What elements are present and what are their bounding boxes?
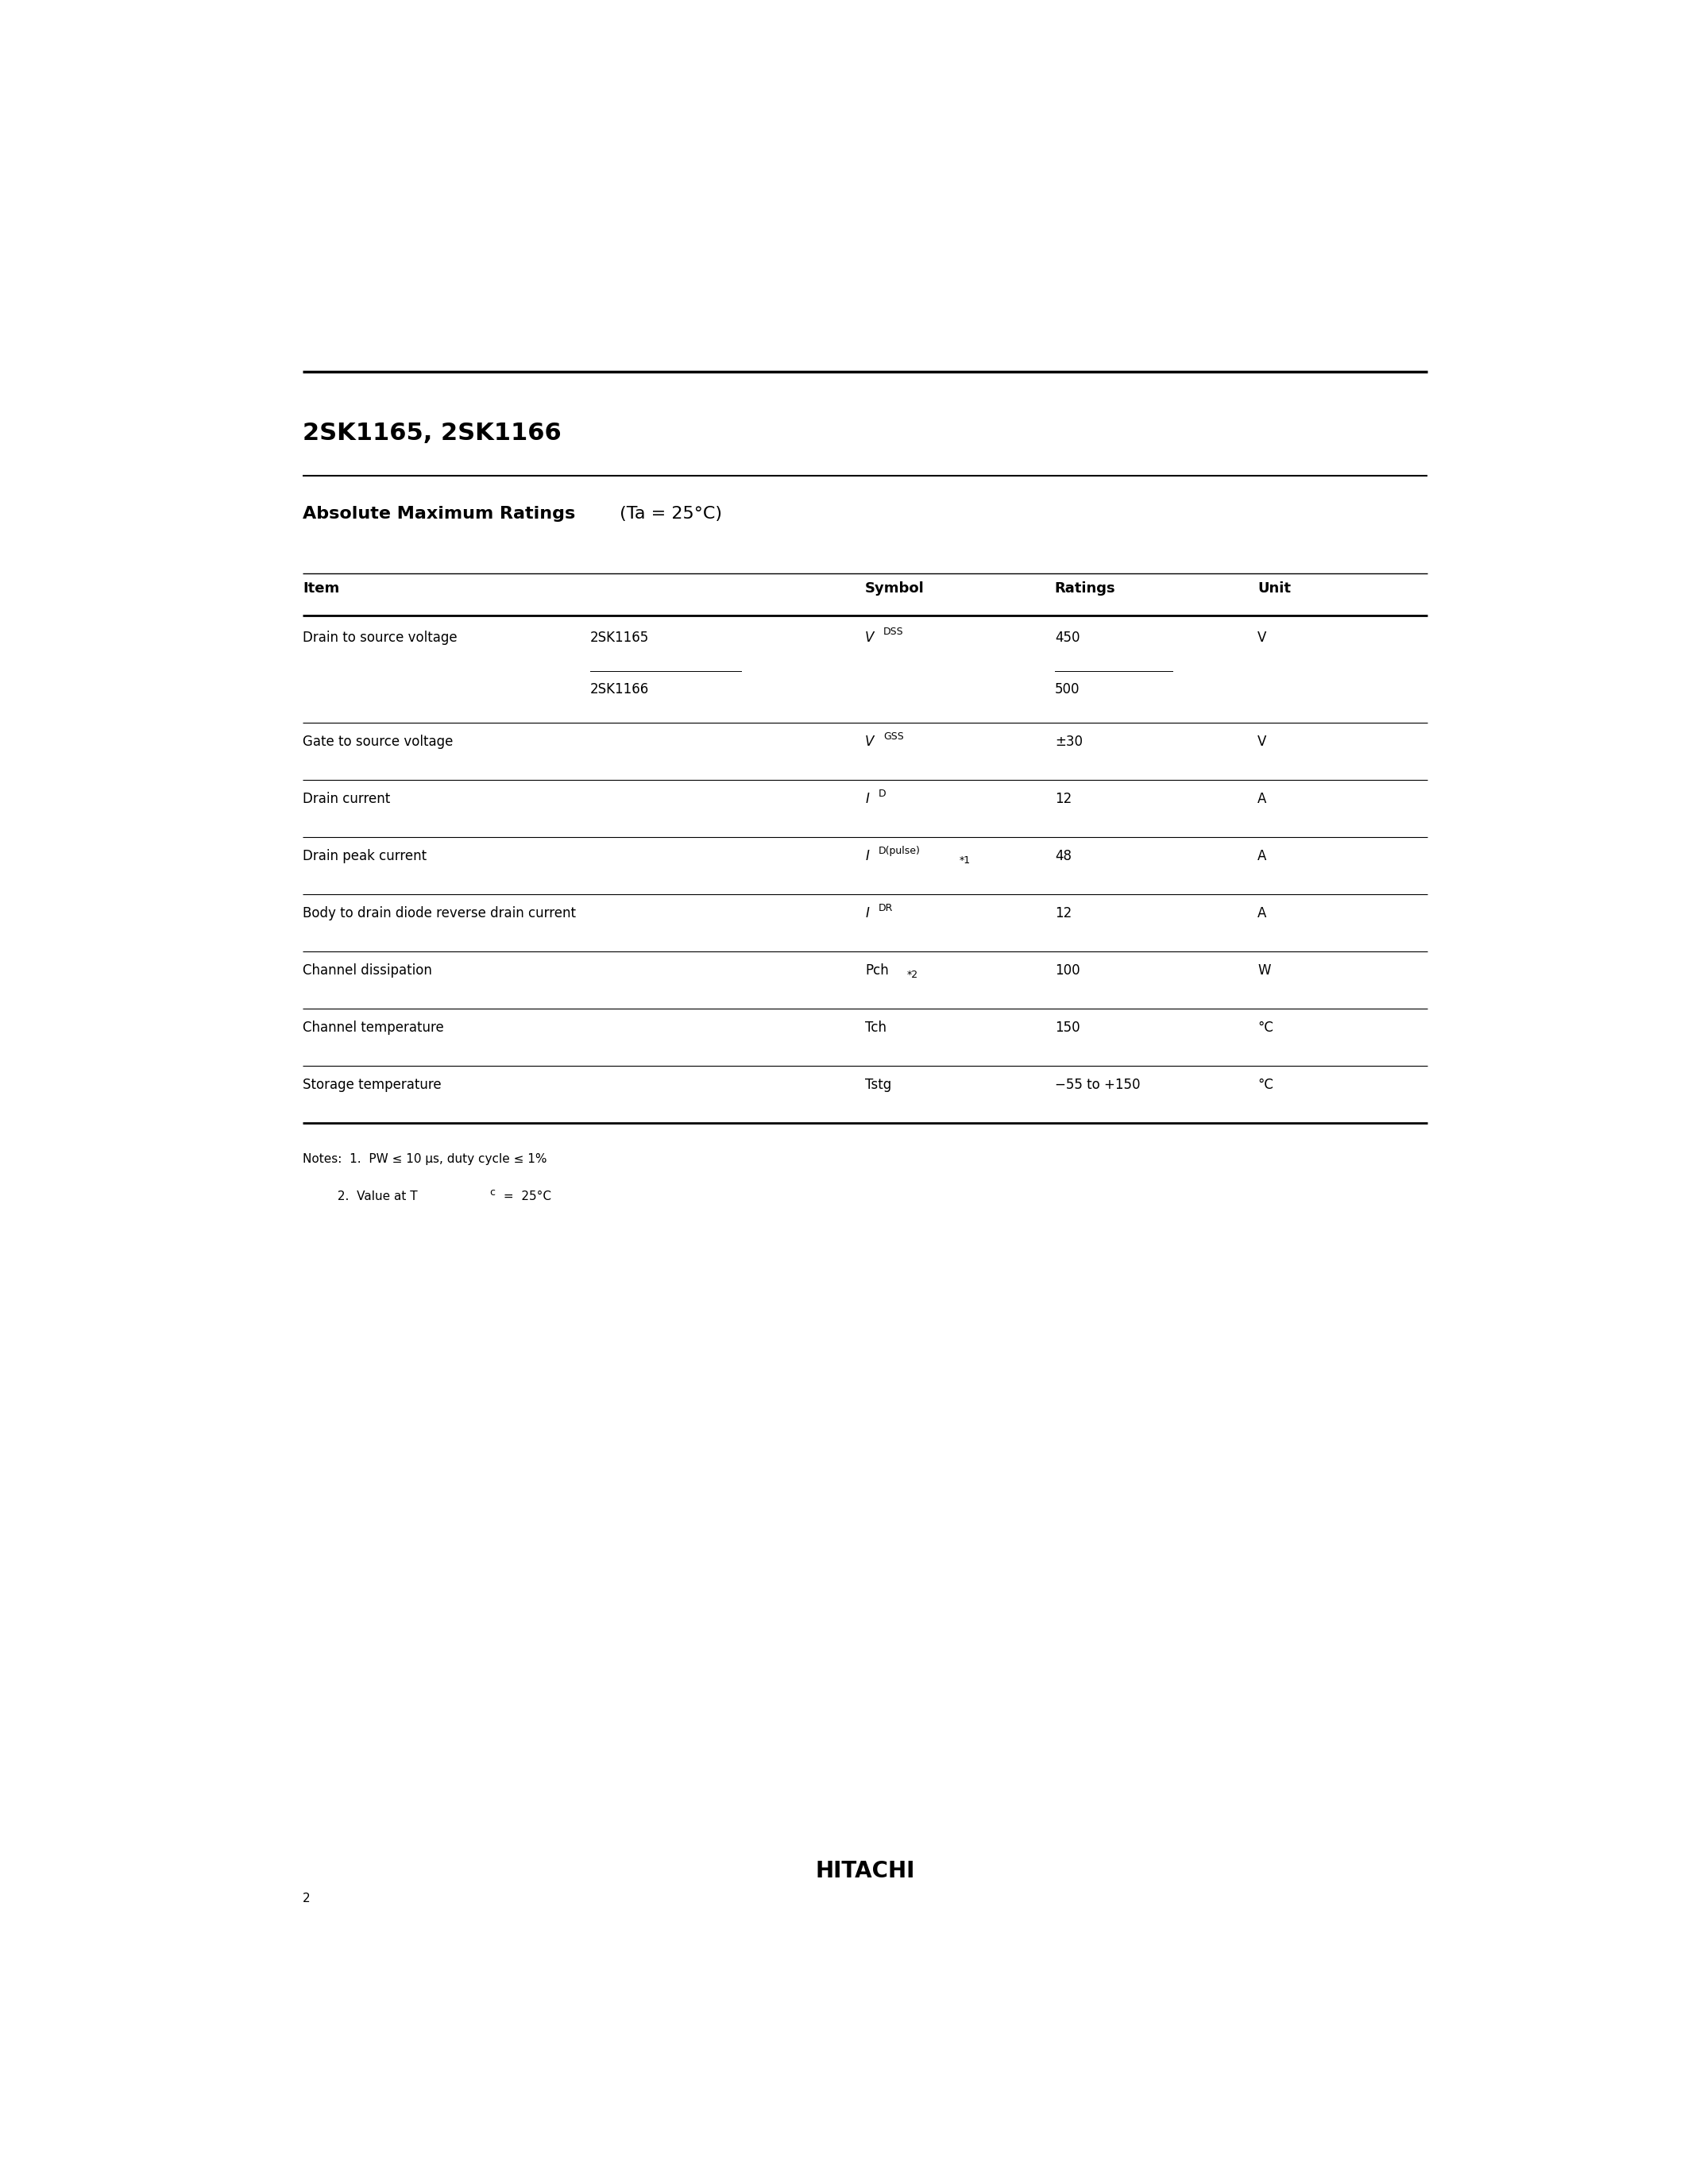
Text: °C: °C [1258, 1020, 1273, 1035]
Text: D: D [878, 788, 886, 799]
Text: V: V [1258, 631, 1266, 644]
Text: Drain current: Drain current [302, 793, 390, 806]
Text: DR: DR [878, 902, 893, 913]
Text: A: A [1258, 850, 1266, 863]
Text: A: A [1258, 906, 1266, 919]
Text: Unit: Unit [1258, 581, 1291, 596]
Text: Channel dissipation: Channel dissipation [302, 963, 432, 978]
Text: Absolute Maximum Ratings: Absolute Maximum Ratings [302, 507, 576, 522]
Text: 2SK1165, 2SK1166: 2SK1165, 2SK1166 [302, 422, 562, 446]
Text: HITACHI: HITACHI [815, 1861, 915, 1883]
Text: 48: 48 [1055, 850, 1072, 863]
Text: I: I [866, 906, 869, 919]
Text: Tch: Tch [866, 1020, 886, 1035]
Text: D(pulse): D(pulse) [878, 845, 920, 856]
Text: Gate to source voltage: Gate to source voltage [302, 734, 452, 749]
Text: Tstg: Tstg [866, 1077, 891, 1092]
Text: V: V [866, 631, 874, 644]
Text: 2: 2 [302, 1891, 311, 1904]
Text: Symbol: Symbol [866, 581, 925, 596]
Text: W: W [1258, 963, 1271, 978]
Text: 12: 12 [1055, 793, 1072, 806]
Text: Ratings: Ratings [1055, 581, 1116, 596]
Text: 2SK1166: 2SK1166 [591, 681, 650, 697]
Text: I: I [866, 850, 869, 863]
Text: *2: *2 [906, 970, 918, 981]
Text: 450: 450 [1055, 631, 1080, 644]
Text: Channel temperature: Channel temperature [302, 1020, 444, 1035]
Text: 2SK1165: 2SK1165 [591, 631, 650, 644]
Text: Drain peak current: Drain peak current [302, 850, 427, 863]
Text: (Ta = 25°C): (Ta = 25°C) [614, 507, 722, 522]
Text: c: c [490, 1188, 495, 1197]
Text: DSS: DSS [883, 627, 903, 638]
Text: −55 to +150: −55 to +150 [1055, 1077, 1139, 1092]
Text: Drain to source voltage: Drain to source voltage [302, 631, 457, 644]
Text: 100: 100 [1055, 963, 1080, 978]
Text: I: I [866, 793, 869, 806]
Text: Item: Item [302, 581, 339, 596]
Text: Pch: Pch [866, 963, 888, 978]
Text: =  25°C: = 25°C [500, 1190, 552, 1201]
Text: GSS: GSS [883, 732, 903, 743]
Text: 12: 12 [1055, 906, 1072, 919]
Text: ±30: ±30 [1055, 734, 1082, 749]
Text: 150: 150 [1055, 1020, 1080, 1035]
Text: *1: *1 [959, 856, 971, 867]
Text: 500: 500 [1055, 681, 1080, 697]
Text: V: V [1258, 734, 1266, 749]
Text: A: A [1258, 793, 1266, 806]
Text: °C: °C [1258, 1077, 1273, 1092]
Text: 2.  Value at T: 2. Value at T [302, 1190, 417, 1201]
Text: Body to drain diode reverse drain current: Body to drain diode reverse drain curren… [302, 906, 576, 919]
Text: Storage temperature: Storage temperature [302, 1077, 441, 1092]
Text: V: V [866, 734, 874, 749]
Text: Notes:  1.  PW ≤ 10 μs, duty cycle ≤ 1%: Notes: 1. PW ≤ 10 μs, duty cycle ≤ 1% [302, 1153, 547, 1166]
